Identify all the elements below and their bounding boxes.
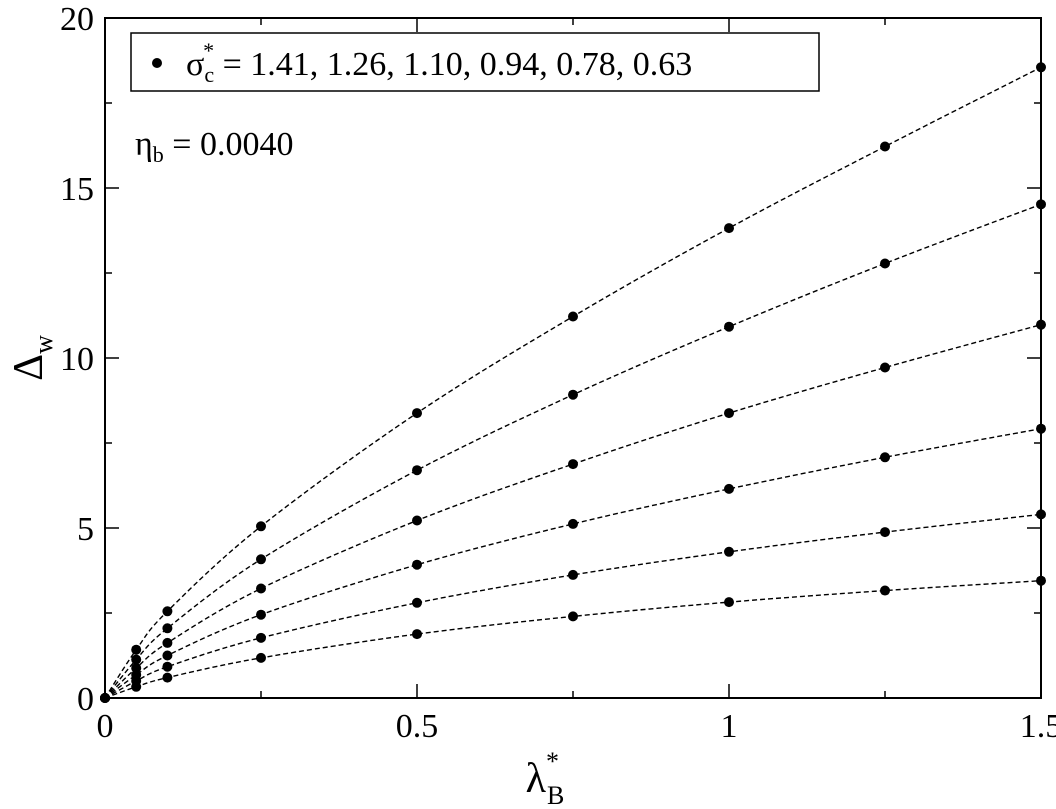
data-point-s3-3 (162, 637, 173, 648)
x-tick-label-2: 0.5 (396, 708, 439, 745)
data-point-s1-7 (724, 223, 734, 234)
data-point-s1-8 (880, 141, 890, 152)
legend-sub: c (204, 62, 214, 87)
data-point-s6-7 (724, 597, 734, 608)
data-point-s4-7 (724, 483, 734, 494)
y-tick-label-1: 0 (77, 681, 94, 718)
data-point-s4-8 (880, 452, 890, 463)
data-point-s1-3 (162, 606, 173, 617)
data-point-s6-4 (256, 652, 266, 663)
data-point-s3-5 (412, 515, 422, 526)
data-point-s5-3 (162, 661, 173, 672)
y-axis-label-main: Δ (6, 354, 52, 381)
data-point-s6-3 (162, 672, 173, 683)
data-point-s4-4 (256, 609, 266, 620)
x-tick-label-1: 0 (97, 708, 114, 745)
data-point-s2-7 (724, 321, 734, 332)
data-point-s3-8 (880, 362, 890, 373)
eta-annotation: ηb = 0.0040 (135, 126, 293, 167)
series-line-6 (104, 580, 1042, 699)
x-axis-label-sup: * (546, 747, 559, 776)
series-line-2 (104, 203, 1042, 699)
data-point-s1-4 (256, 521, 266, 532)
eta-sub: b (153, 142, 164, 167)
data-point-s4-5 (412, 559, 422, 570)
data-point-s5-8 (880, 527, 890, 538)
x-tick-label-4: 1.5 (1020, 708, 1056, 745)
data-point-s3-6 (568, 459, 578, 470)
data-point-s2-2 (131, 654, 142, 665)
data-point-s4-6 (568, 518, 578, 529)
data-point-s1-6 (568, 311, 578, 322)
legend-sigma: σ (186, 46, 204, 83)
series-line-3 (104, 324, 1042, 699)
data-point-s5-4 (256, 632, 266, 643)
series-line-4 (104, 428, 1042, 699)
data-point-s6-5 (412, 629, 422, 640)
data-point-s6-6 (568, 611, 578, 622)
legend-values: = 1.41, 1.26, 1.10, 0.94, 0.78, 0.63 (214, 46, 692, 83)
y-tick-label-4: 15 (60, 171, 94, 208)
axis-layer: 0 0.5 1 1.5 0 5 10 15 20 (60, 1, 1056, 745)
data-point-s3-4 (256, 583, 266, 594)
x-axis-label-sub: B (547, 781, 564, 809)
data-point-s2-4 (256, 554, 266, 565)
data-point-s2-8 (880, 258, 890, 269)
data-point-s5-5 (412, 597, 422, 608)
series-line-5 (104, 513, 1042, 699)
x-axis-label: λ* B (526, 747, 565, 809)
y-axis-label: Δw (6, 335, 58, 381)
legend-sup: * (203, 38, 214, 63)
legend: σc* = 1.41, 1.26, 1.10, 0.94, 0.78, 0.63 (130, 32, 820, 92)
data-point-s1-5 (412, 408, 422, 419)
data-point-s6-2 (131, 681, 142, 692)
data-point-s2-3 (162, 623, 173, 634)
series-layer (100, 62, 1046, 703)
y-tick-label-3: 10 (60, 341, 94, 378)
y-tick-label-2: 5 (77, 511, 94, 548)
data-point-s5-7 (724, 546, 734, 557)
data-point-s4-3 (162, 650, 173, 661)
data-point-s5-6 (568, 569, 578, 580)
y-axis-label-sub: w (29, 335, 58, 354)
y-tick-label-5: 20 (60, 1, 94, 38)
x-tick-label-3: 1 (721, 708, 738, 745)
eta-symbol: η (135, 126, 153, 163)
eta-value: = 0.0040 (164, 126, 294, 163)
plot-frame (104, 17, 1042, 699)
legend-marker (152, 58, 162, 68)
data-point-s1-2 (131, 644, 142, 655)
data-point-s6-8 (880, 585, 890, 596)
data-point-s2-6 (568, 389, 578, 400)
legend-text: σc* = 1.41, 1.26, 1.10, 0.94, 0.78, 0.63 (186, 38, 692, 87)
x-axis-label-main: λ (526, 756, 547, 802)
data-point-s3-7 (724, 408, 734, 419)
data-point-s2-5 (412, 465, 422, 476)
legend-box (130, 32, 820, 92)
